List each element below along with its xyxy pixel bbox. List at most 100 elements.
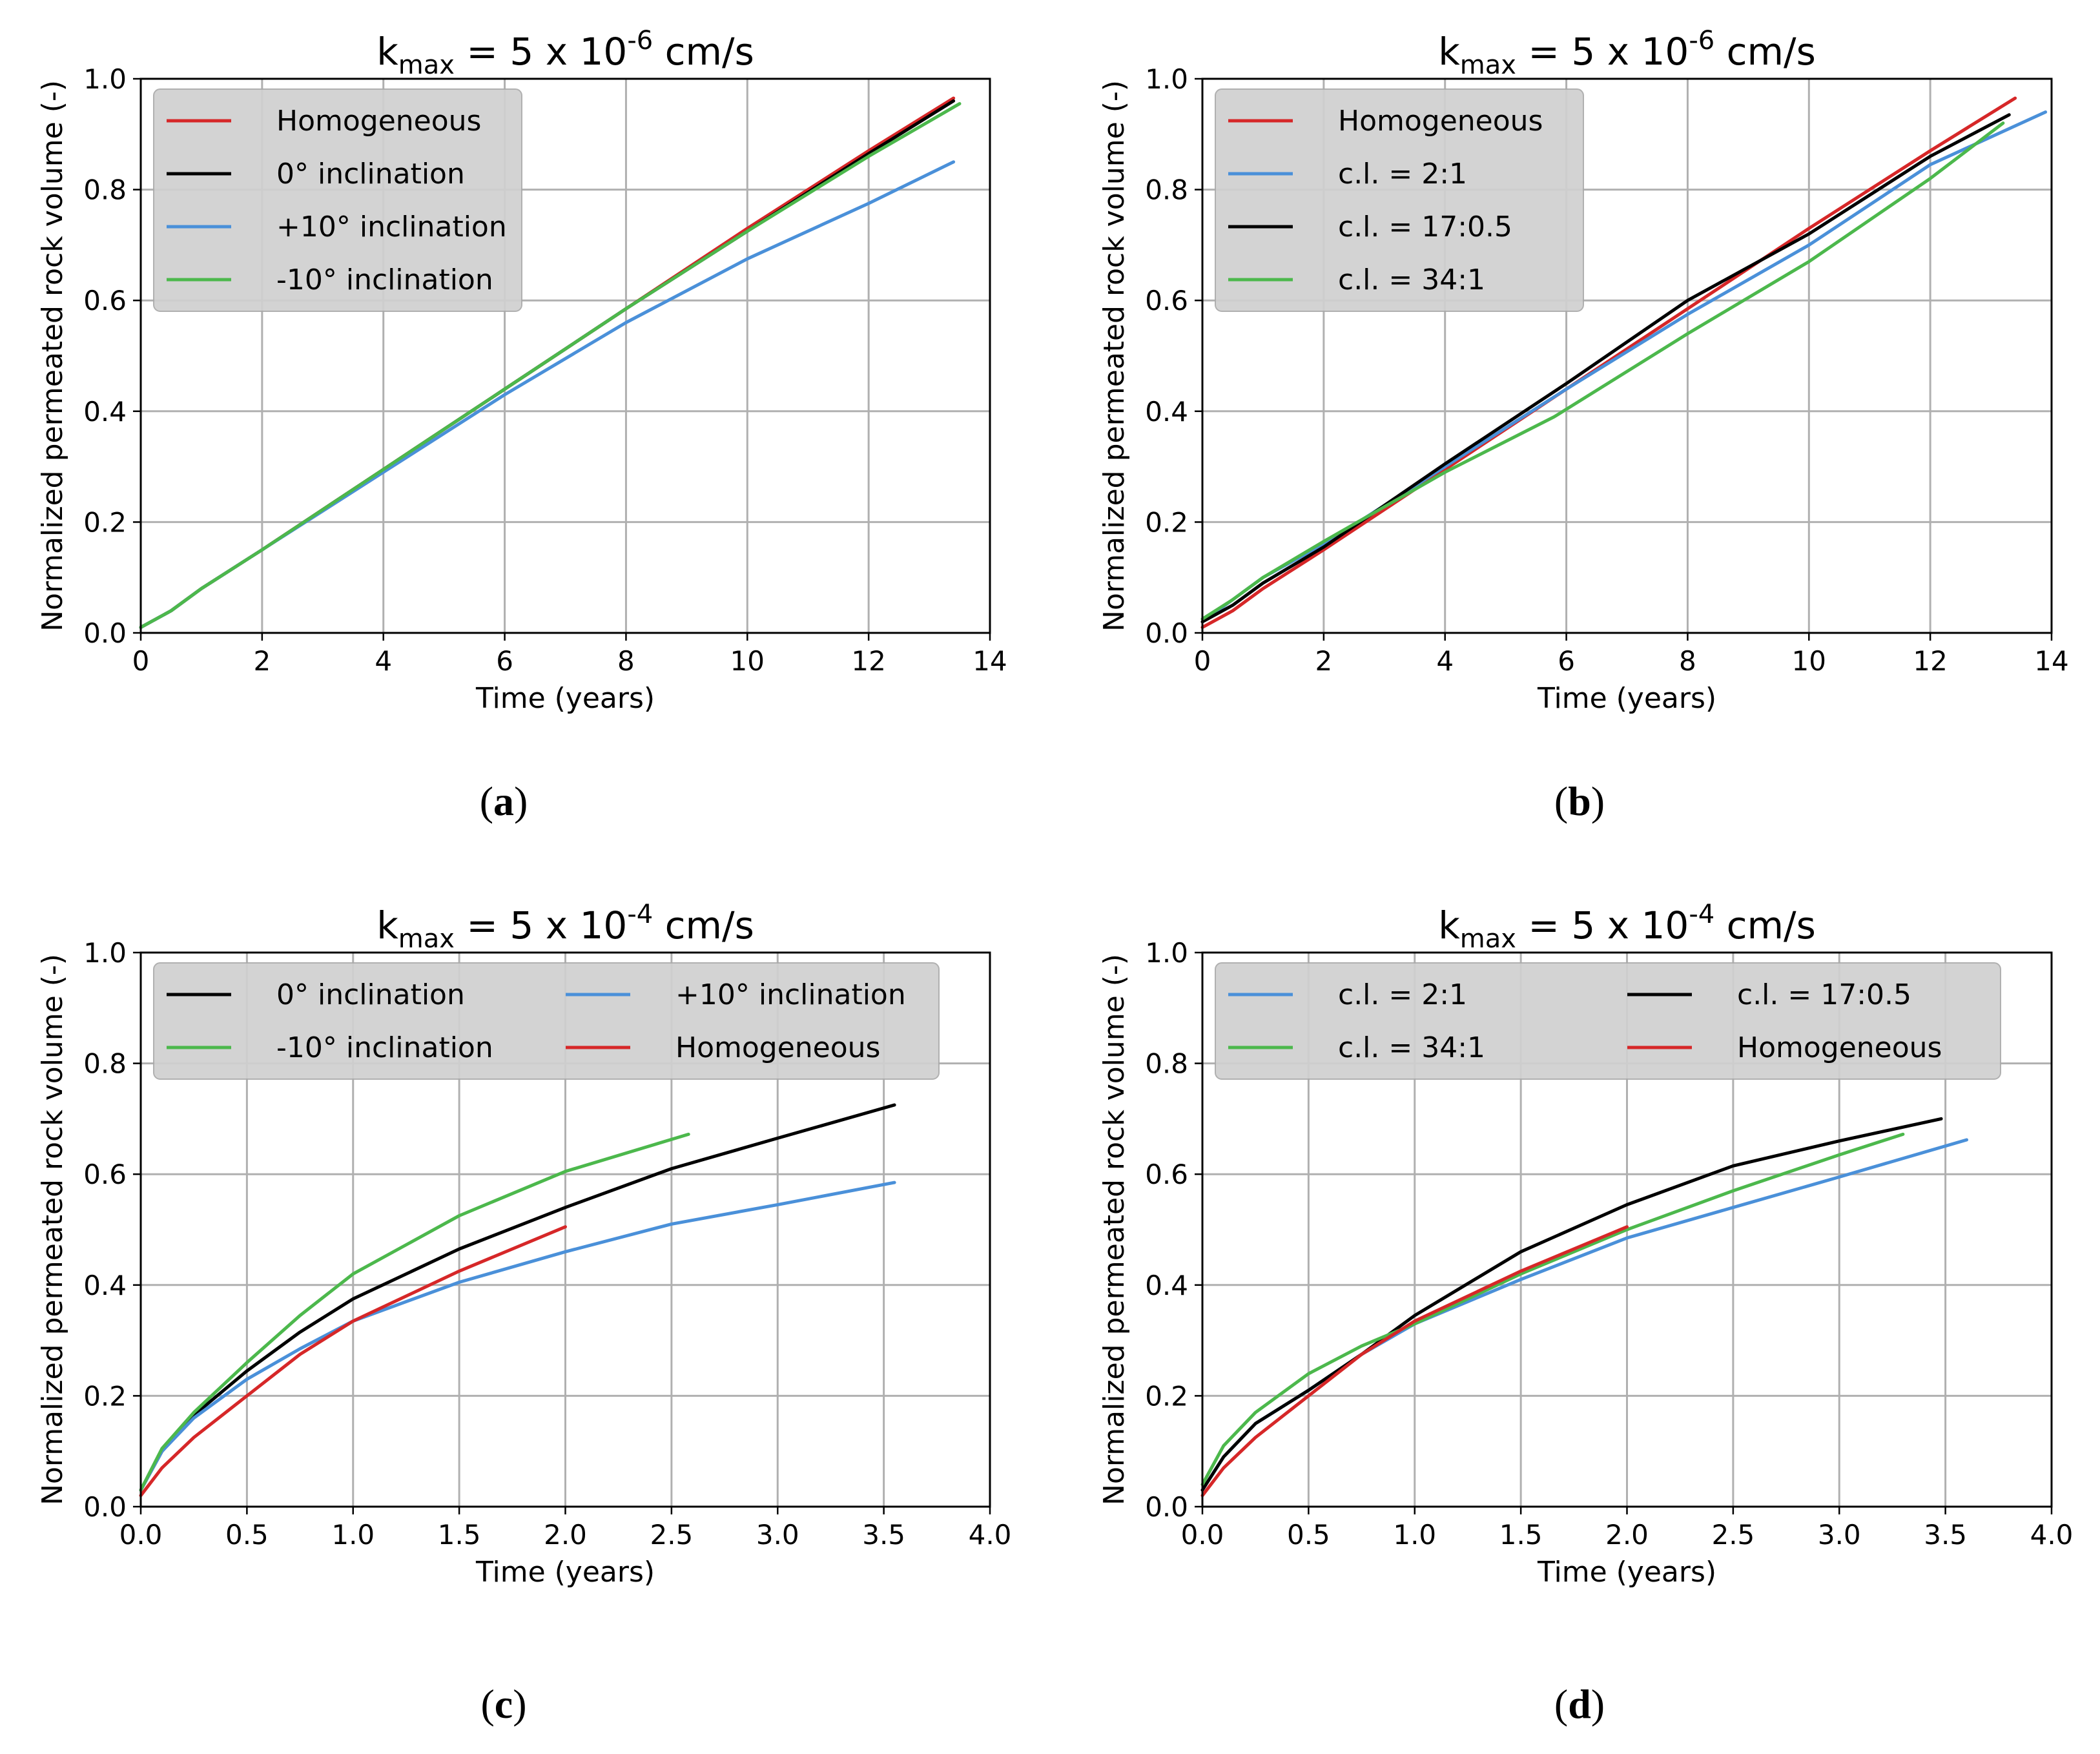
legend-box <box>153 88 522 312</box>
series-line <box>1200 121 2005 621</box>
x-tick-label: 12 <box>851 645 885 677</box>
x-tick-label: 3.5 <box>862 1519 905 1551</box>
plot-frame <box>139 951 991 1508</box>
x-tick-label: 1.0 <box>1393 1519 1436 1551</box>
x-axis-label: Time (years) <box>1537 1556 1716 1589</box>
legend-entry-label: +10° inclination <box>276 211 507 243</box>
panel-title: kmax = 5 x 10-4 cm/s <box>376 900 754 954</box>
x-tick-label: 2 <box>253 645 271 677</box>
series-line <box>1200 1132 1905 1487</box>
plot-frame <box>139 77 991 634</box>
x-tick-label: 14 <box>2034 645 2068 677</box>
panel-title: kmax = 5 x 10-6 cm/s <box>376 26 754 80</box>
y-tick-label: 0.0 <box>1145 617 1188 649</box>
y-tick-label: 0.0 <box>83 617 127 649</box>
x-tick-label: 8 <box>1679 645 1696 677</box>
legend-entry-label: Homogeneous <box>675 1031 880 1064</box>
y-tick-label: 0.8 <box>83 1048 127 1080</box>
legend-entry-label: -10° inclination <box>276 1031 493 1064</box>
legend-entry-label: c.l. = 17:0.5 <box>1737 978 1911 1011</box>
x-tick-label: 4.0 <box>2030 1519 2074 1551</box>
y-tick-label: 0.4 <box>1145 1270 1188 1301</box>
y-tick-label: 0.4 <box>1145 396 1188 428</box>
legend-box <box>1215 962 2001 1080</box>
legend-entry-label: Homogeneous <box>1737 1031 1942 1064</box>
x-tick-label: 0.0 <box>1181 1519 1224 1551</box>
x-tick-label: 8 <box>617 645 635 677</box>
chart-panel-c: 0.0 0.5 1.0 1.5 2.0 2.5 3.0 3.5 4.0 0.0 0.2 0.4 0.6 0… <box>36 900 1011 1589</box>
x-tick-label: 1.5 <box>438 1519 481 1551</box>
y-tick-label: 0.0 <box>83 1491 127 1523</box>
legend-entry-label: c.l. = 17:0.5 <box>1338 211 1512 243</box>
legend-entry-label: Homogeneous <box>1338 105 1543 138</box>
legend-box <box>153 962 940 1080</box>
y-tick-label: 0.6 <box>1145 1159 1188 1190</box>
x-axis-label: Time (years) <box>475 1556 655 1589</box>
x-tick-label: 6 <box>1558 645 1575 677</box>
chart-panel-a: 0 2 4 6 8 10 12 14 0.0 0.2 0.4 0.6 0.8 1.0 kmax = 5 x … <box>36 26 1007 715</box>
x-tick-label: 3.0 <box>756 1519 799 1551</box>
subfigure-caption: (c) <box>480 1681 526 1727</box>
legend-entry-label: 0° inclination <box>276 158 465 191</box>
y-tick-label: 0.4 <box>83 1270 127 1301</box>
y-tick-label: 0.4 <box>83 396 127 428</box>
x-tick-label: 14 <box>973 645 1007 677</box>
x-tick-label: 2.0 <box>544 1519 587 1551</box>
series-line <box>139 1103 896 1492</box>
y-tick-label: 0.2 <box>83 506 127 538</box>
y-tick-label: 0.6 <box>83 1159 127 1190</box>
legend-entry-label: Homogeneous <box>276 105 481 138</box>
x-tick-label: 1.0 <box>331 1519 375 1551</box>
series-line <box>1200 113 2011 624</box>
legend-entry-label: c.l. = 2:1 <box>1338 158 1467 191</box>
y-tick-label: 0.8 <box>83 174 127 206</box>
x-tick-label: 2.0 <box>1605 1519 1649 1551</box>
legend-entry-label: 0° inclination <box>276 978 465 1011</box>
x-tick-label: 4 <box>1436 645 1454 677</box>
y-tick-label: 0.2 <box>1145 506 1188 538</box>
y-tick-label: 0.8 <box>1145 174 1188 206</box>
subfigure-caption: (d) <box>1554 1681 1605 1727</box>
series-line <box>1200 1138 1968 1492</box>
legend-entry-label: -10° inclination <box>276 263 493 296</box>
x-tick-label: 10 <box>730 645 765 677</box>
y-tick-label: 0.0 <box>1145 1491 1188 1523</box>
series-line <box>139 1181 896 1492</box>
y-tick-label: 0.2 <box>83 1380 127 1412</box>
series-line <box>139 1225 567 1498</box>
chart-panel-d: 0.0 0.5 1.0 1.5 2.0 2.5 3.0 3.5 4.0 0.0 0.2 0.4 0.6 0… <box>1098 900 2073 1589</box>
y-tick-label: 0.2 <box>1145 1380 1188 1412</box>
y-tick-label: 1.0 <box>1145 937 1188 969</box>
panel-title: kmax = 5 x 10-6 cm/s <box>1438 26 1816 80</box>
plot-frame <box>1201 77 2053 634</box>
y-tick-label: 1.0 <box>83 63 127 95</box>
y-axis-label: Normalized permeated rock volume (-) <box>1098 80 1131 632</box>
series-line <box>139 1132 690 1492</box>
x-tick-label: 10 <box>1792 645 1826 677</box>
x-tick-label: 0 <box>1194 645 1211 677</box>
x-tick-label: 0.5 <box>225 1519 269 1551</box>
plot-frame <box>1201 951 2053 1508</box>
chart-panel-b: 0 2 4 6 8 10 12 14 0.0 0.2 0.4 0.6 0.8 1.0 kmax = 5 x … <box>1098 26 2069 715</box>
series-line <box>1200 1117 1943 1492</box>
x-tick-label: 0 <box>132 645 150 677</box>
y-tick-label: 1.0 <box>83 937 127 969</box>
x-tick-label: 6 <box>496 645 513 677</box>
subfigure-caption: (a) <box>480 778 528 824</box>
y-tick-label: 0.6 <box>1145 285 1188 316</box>
legend-entry-label: c.l. = 2:1 <box>1338 978 1467 1011</box>
legend-entry-label: c.l. = 34:1 <box>1338 1031 1485 1064</box>
x-tick-label: 0.5 <box>1287 1519 1330 1551</box>
y-axis-label: Normalized permeated rock volume (-) <box>36 80 69 632</box>
legend-box <box>1215 88 1584 312</box>
legend-entry-label: +10° inclination <box>675 978 906 1011</box>
y-tick-label: 0.6 <box>83 285 127 316</box>
series-line <box>1200 1225 1629 1498</box>
series-line <box>139 102 962 629</box>
y-axis-label: Normalized permeated rock volume (-) <box>1098 954 1131 1505</box>
x-tick-label: 4 <box>375 645 392 677</box>
x-tick-label: 1.5 <box>1499 1519 1543 1551</box>
y-tick-label: 0.8 <box>1145 1048 1188 1080</box>
y-tick-label: 1.0 <box>1145 63 1188 95</box>
